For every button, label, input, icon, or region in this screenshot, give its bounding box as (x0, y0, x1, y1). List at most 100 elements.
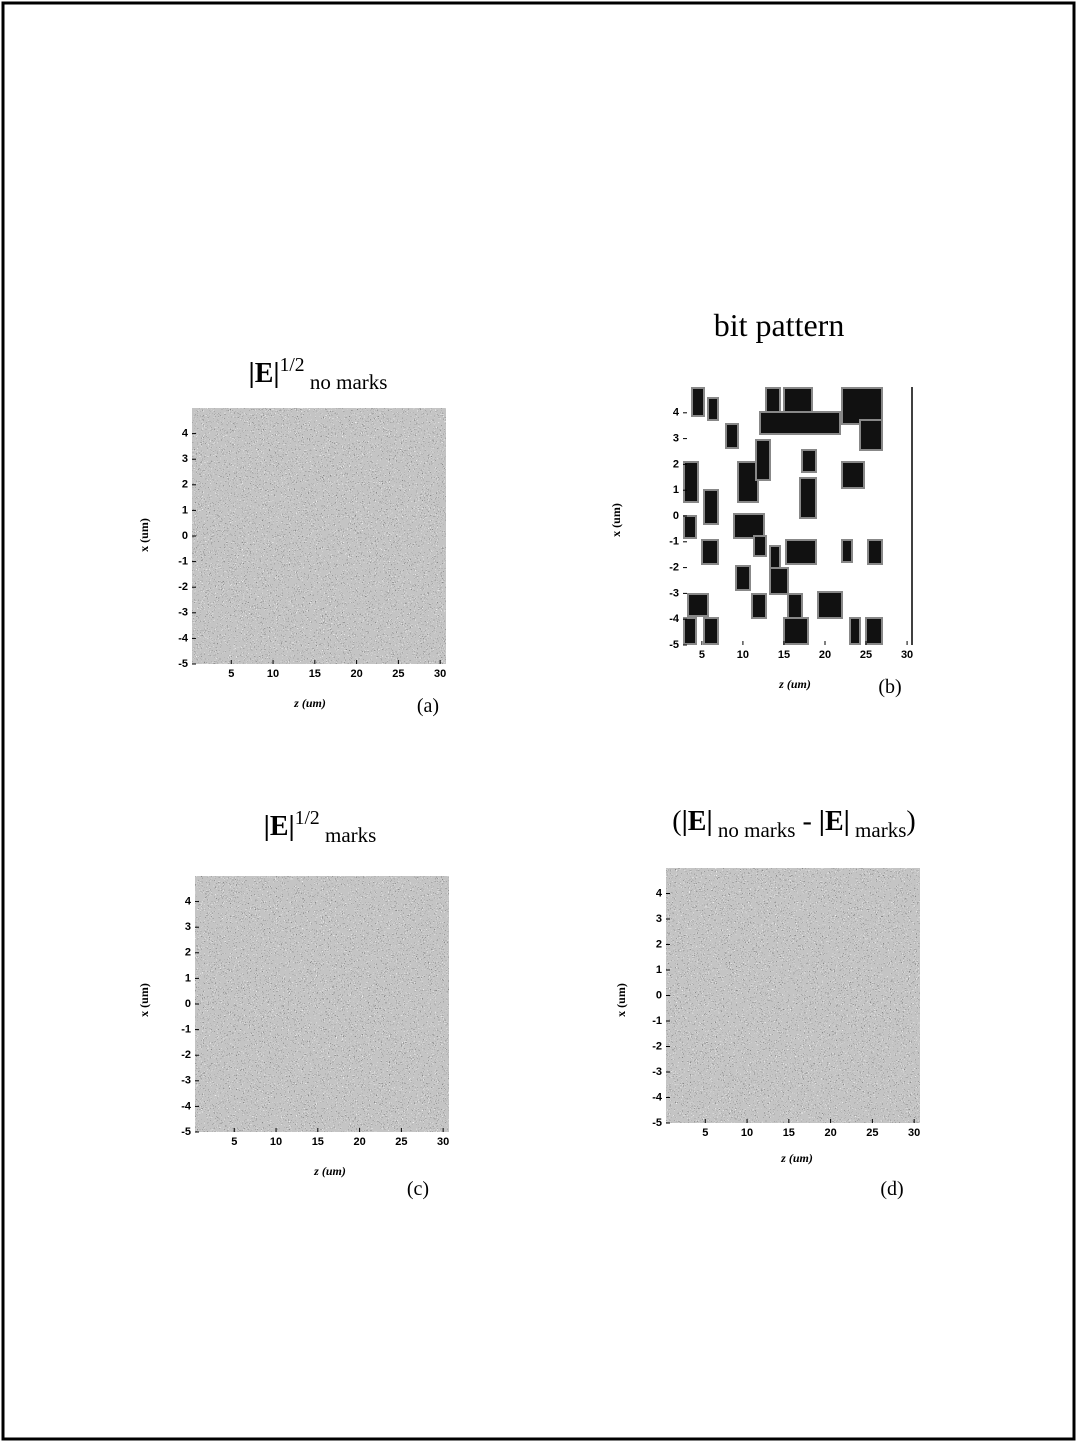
x-tick-label: 10 (737, 649, 749, 661)
panel-label: (d) (880, 1178, 903, 1200)
title-part: marks (850, 818, 907, 842)
heatmap-image (195, 876, 449, 1132)
panel-title: bit pattern (714, 307, 845, 343)
y-tick-label: 2 (185, 947, 191, 959)
y-tick-label: -5 (669, 639, 679, 651)
title-part: 1/2 (295, 808, 320, 829)
x-tick-label: 30 (901, 649, 913, 661)
heatmap-image (666, 868, 920, 1123)
x-tick-label: 10 (741, 1127, 753, 1139)
title-part: ( (672, 806, 681, 837)
y-tick-label: 4 (182, 428, 189, 440)
x-tick-label: 25 (866, 1127, 878, 1139)
y-tick-label: 1 (182, 504, 188, 516)
x-axis-label: z (um) (313, 1164, 346, 1178)
x-tick-label: 5 (702, 1127, 708, 1139)
y-tick-label: -1 (669, 536, 679, 548)
y-tick-label: -2 (669, 562, 679, 574)
y-tick-label: 3 (182, 453, 188, 465)
x-tick-label: 30 (434, 668, 446, 680)
panel-label: (c) (407, 1178, 429, 1200)
x-tick-label: 15 (312, 1136, 324, 1148)
y-tick-label: -4 (669, 613, 680, 625)
y-tick-label: 4 (673, 407, 680, 419)
panel: (|E| no marks - |E| marks)5 10 15 20 25 30-5-… (614, 806, 920, 1200)
y-tick-label: -4 (178, 632, 189, 644)
y-tick-label: -5 (178, 658, 188, 670)
y-tick-label: -3 (178, 607, 188, 619)
y-tick-label: 3 (656, 913, 662, 925)
y-tick-label: 4 (656, 887, 663, 899)
x-tick-label: 30 (908, 1127, 920, 1139)
y-tick-label: -5 (181, 1126, 191, 1138)
y-tick-label: 2 (673, 458, 679, 470)
x-axis-label: z (um) (293, 696, 326, 710)
title-part: |E| (682, 806, 713, 837)
x-tick-label: 30 (437, 1136, 449, 1148)
y-tick-label: -3 (669, 587, 679, 599)
panel-title: |E|1/2 marks (264, 808, 377, 847)
title-part: - (795, 806, 818, 837)
y-tick-label: 1 (673, 484, 679, 496)
title-part: ) (906, 806, 915, 837)
y-axis-label: x (um) (137, 983, 151, 1017)
panel-label: (a) (417, 695, 439, 717)
y-tick-label: -4 (652, 1091, 663, 1103)
y-tick-label: -1 (652, 1015, 662, 1027)
y-tick-label: -3 (181, 1075, 191, 1087)
y-tick-label: 2 (182, 479, 188, 491)
y-tick-label: 2 (656, 938, 662, 950)
x-tick-label: 15 (309, 668, 321, 680)
panel-label: (b) (878, 676, 901, 698)
x-tick-label: 25 (860, 649, 872, 661)
y-tick-label: 3 (673, 433, 679, 445)
y-tick-label: 0 (673, 510, 679, 522)
y-axis-label: x (um) (609, 503, 623, 537)
x-tick-label: 20 (353, 1136, 365, 1148)
y-tick-label: 0 (185, 998, 191, 1010)
y-tick-label: -1 (181, 1024, 191, 1036)
x-tick-label: 15 (783, 1127, 795, 1139)
y-tick-label: -2 (181, 1049, 191, 1061)
y-tick-label: 4 (185, 896, 192, 908)
title-part: bit pattern (714, 307, 845, 343)
y-tick-label: 3 (185, 921, 191, 933)
x-tick-label: 5 (231, 1136, 237, 1148)
title-part: |E| (249, 358, 280, 389)
x-tick-label: 10 (270, 1136, 282, 1148)
x-axis-label: z (um) (780, 1151, 813, 1165)
y-tick-label: -4 (181, 1100, 192, 1112)
y-tick-label: -5 (652, 1117, 662, 1129)
x-tick-label: 20 (350, 668, 362, 680)
y-tick-label: -2 (652, 1040, 662, 1052)
title-part: |E| (264, 811, 295, 842)
panel-title: (|E| no marks - |E| marks) (672, 806, 915, 842)
x-tick-label: 25 (395, 1136, 407, 1148)
x-tick-label: 5 (699, 649, 705, 661)
y-tick-label: -1 (178, 556, 188, 568)
x-tick-label: 20 (824, 1127, 836, 1139)
panel-title: |E|1/2 no marks (249, 355, 388, 394)
y-tick-label: -3 (652, 1066, 662, 1078)
title-part: no marks (305, 370, 388, 394)
y-axis-label: x (um) (614, 983, 628, 1017)
x-axis-label: z (um) (778, 677, 811, 691)
panel: |E|1/2 marks 5 10 15 20 25 30 -5 -4 -3 -2 -1 0 1 2 3 4 z … (137, 808, 449, 1200)
x-tick-label: 15 (778, 649, 790, 661)
x-tick-label: 20 (819, 649, 831, 661)
panel: |E|1/2 no marks 5 10 15 20 25 30 -5 -4 -3 -2 -1 0 1 2 3… (137, 355, 446, 717)
panel: bit pattern 5 10 15 20 25 30 -5 -4 -3 -2 -1 0 1 2 3 4 z (… (609, 307, 913, 698)
y-axis-label: x (um) (137, 518, 151, 552)
x-tick-label: 5 (228, 668, 234, 680)
y-tick-label: -2 (178, 581, 188, 593)
y-tick-label: 0 (656, 989, 662, 1001)
y-tick-label: 1 (185, 972, 191, 984)
title-part: no marks (713, 818, 796, 842)
title-part: 1/2 (280, 355, 305, 376)
title-part: |E| (819, 806, 850, 837)
bit-blocks (683, 387, 883, 645)
title-part: marks (320, 823, 377, 847)
heatmap-image (192, 408, 446, 664)
